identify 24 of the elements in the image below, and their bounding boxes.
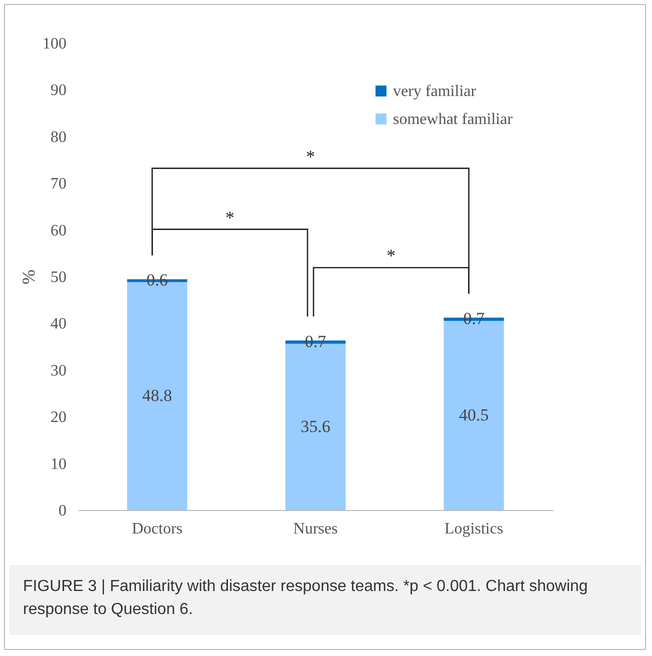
caption: FIGURE 3 | Familiarity with disaster response teams. *p < 0.001. Chart showing response to Question 6. xyxy=(9,565,641,635)
y-tick-label: 30 xyxy=(50,362,66,380)
y-tick-label: 20 xyxy=(50,409,66,426)
y-tick-label: 70 xyxy=(50,176,66,193)
y-tick-label: 100 xyxy=(42,36,66,52)
x-tick-label: Doctors xyxy=(132,520,182,538)
x-tick-label: Nurses xyxy=(293,520,338,538)
data-label: 48.8 xyxy=(142,386,172,406)
y-tick-label: 0 xyxy=(58,502,66,520)
x-tick-label: Logistics xyxy=(444,520,504,538)
annotation: * xyxy=(225,207,234,228)
annotation: * xyxy=(386,246,396,266)
y-tick-label: 80 xyxy=(50,128,66,146)
y-tick-label: 60 xyxy=(50,222,66,240)
legend-label: very familiar xyxy=(393,83,477,100)
y-tick-label: 40 xyxy=(50,316,66,333)
data-label: 40.5 xyxy=(458,405,489,424)
legend-label: somewhat familiar xyxy=(393,111,514,128)
y-tick-label: 10 xyxy=(50,456,66,473)
annotation: * xyxy=(306,146,315,166)
y-tick-label: 50 xyxy=(50,269,66,286)
data-label: 35.6 xyxy=(300,416,330,436)
y-tick-label: 90 xyxy=(50,82,66,100)
y-axis-title: % xyxy=(18,270,38,284)
